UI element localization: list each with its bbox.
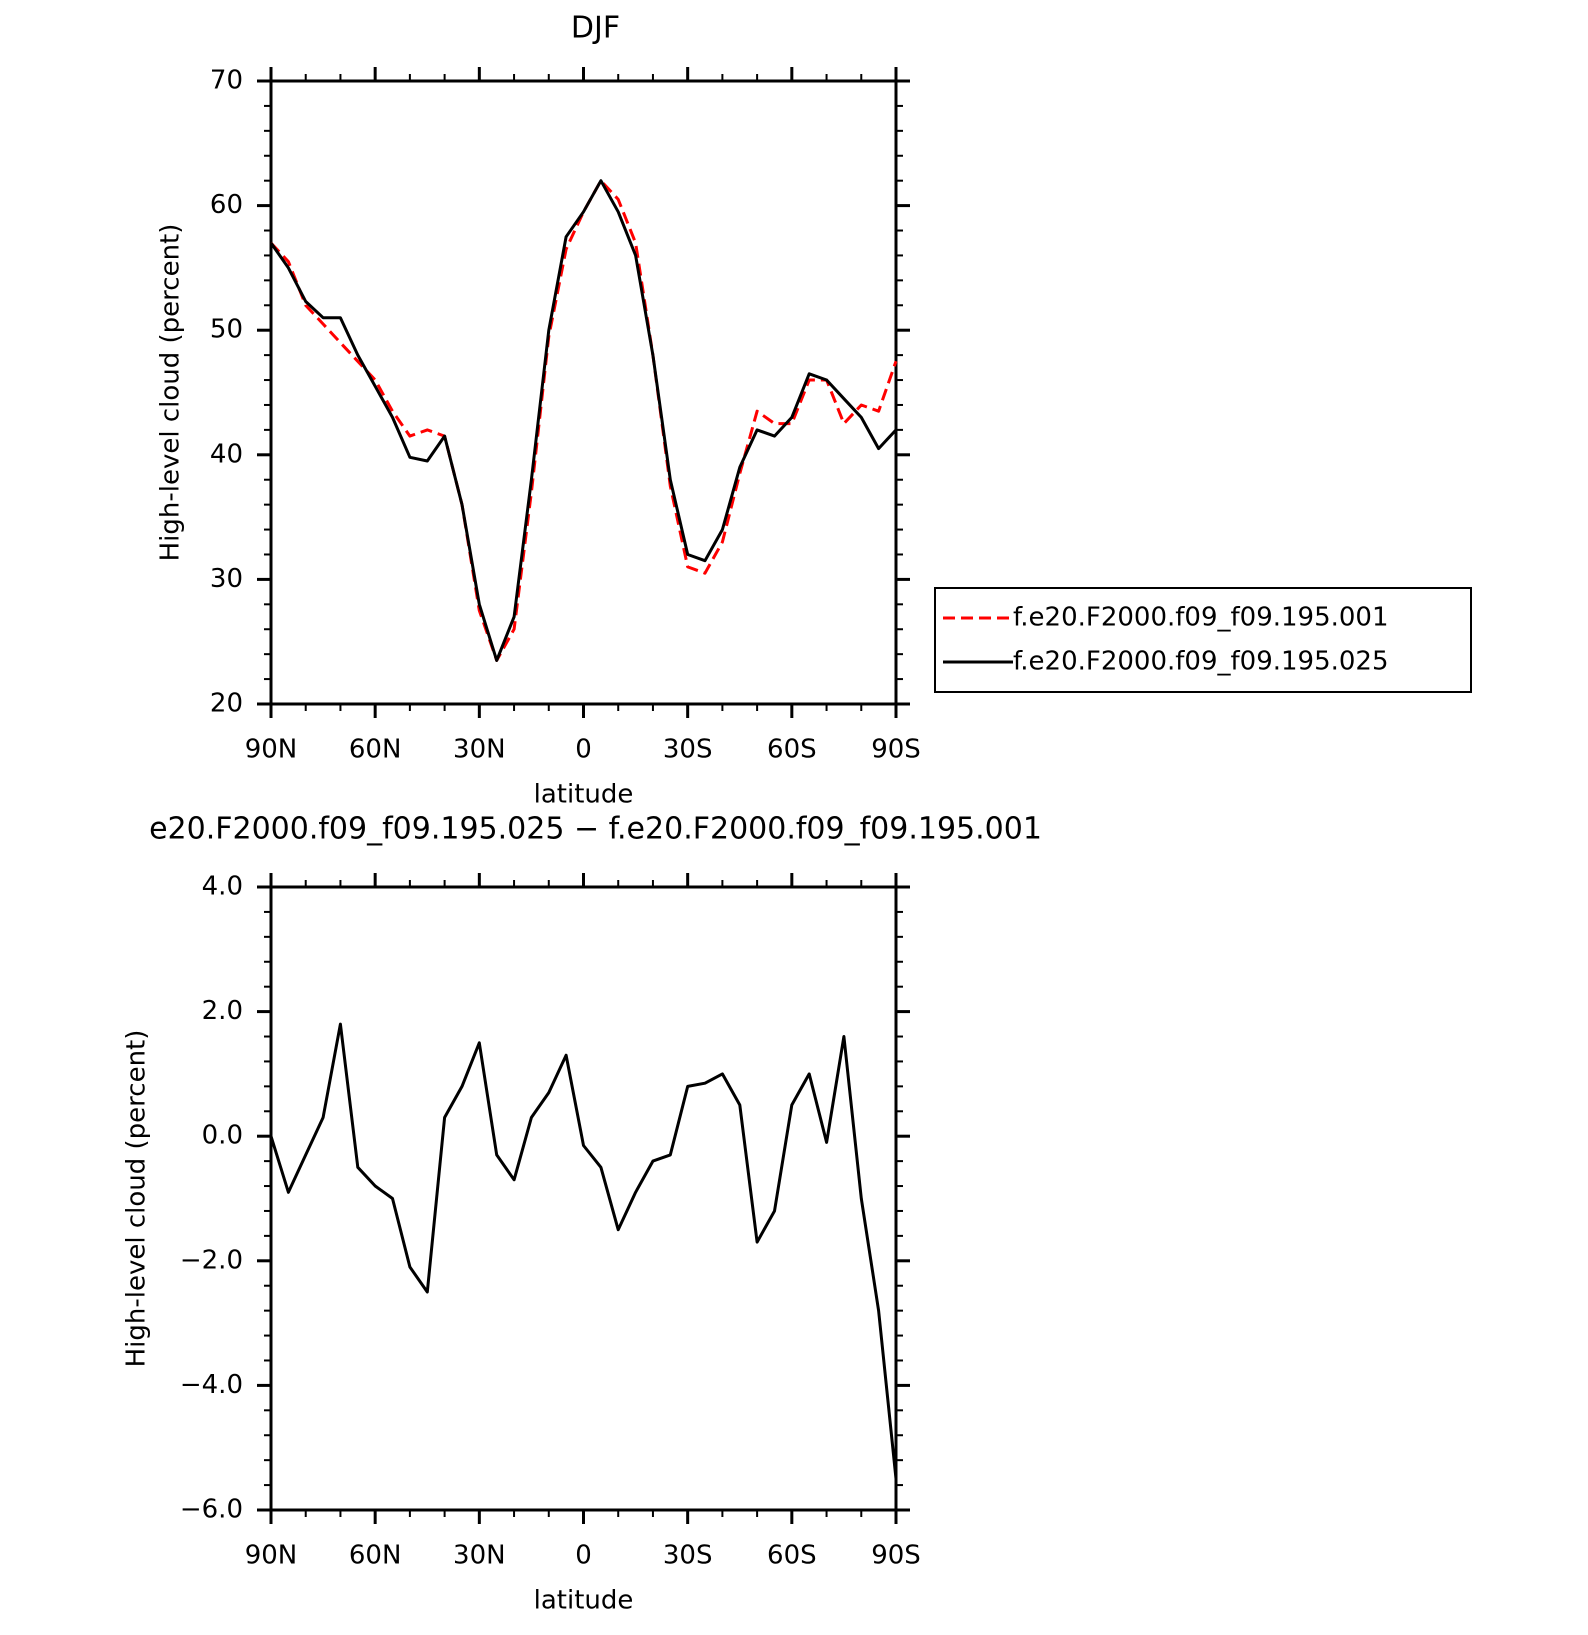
y-tick-label: −6.0: [180, 1495, 243, 1525]
x-tick-label: 60N: [349, 735, 402, 765]
x-tick-label: 30N: [453, 735, 506, 765]
x-tick-label: 60S: [767, 735, 817, 765]
x-axis-label: latitude: [534, 780, 634, 810]
x-tick-label: 60N: [349, 1541, 402, 1571]
x-axis-label: latitude: [534, 1586, 634, 1616]
y-tick-label: 0.0: [202, 1121, 243, 1151]
legend-box: [934, 587, 1472, 693]
y-tick-label: 2.0: [202, 996, 243, 1026]
x-tick-label: 90S: [871, 735, 921, 765]
x-tick-label: 30S: [663, 1541, 713, 1571]
x-tick-label: 90S: [871, 1541, 921, 1571]
x-tick-label: 0: [575, 735, 592, 765]
x-tick-label: 60S: [767, 1541, 817, 1571]
y-tick-label: −4.0: [180, 1370, 243, 1400]
data-line: [269, 1022, 898, 1479]
x-tick-label: 90N: [245, 1541, 298, 1571]
y-tick-label: 50: [210, 315, 243, 345]
y-tick-label: 60: [210, 190, 243, 220]
y-tick-label: 70: [210, 66, 243, 96]
chart-title: DJF: [571, 11, 620, 46]
x-tick-label: 90N: [245, 735, 298, 765]
legend-label: f.e20.F2000.f09_f09.195.025: [1013, 647, 1389, 677]
data-line: [269, 179, 898, 662]
chart-title: e20.F2000.f09_f09.195.025 − f.e20.F2000.…: [149, 812, 1042, 847]
y-tick-label: 30: [210, 564, 243, 594]
y-tick-label: 40: [210, 439, 243, 469]
x-tick-label: 30S: [663, 735, 713, 765]
x-tick-label: 30N: [453, 1541, 506, 1571]
y-tick-label: −2.0: [180, 1245, 243, 1275]
plot-frame: [269, 885, 898, 1512]
y-tick-label: 4.0: [202, 872, 243, 902]
y-axis-label: High-level cloud (percent): [122, 1030, 152, 1368]
y-axis-label: High-level cloud (percent): [156, 224, 186, 562]
y-tick-label: 20: [210, 689, 243, 719]
legend-label: f.e20.F2000.f09_f09.195.001: [1013, 603, 1389, 633]
x-tick-label: 0: [575, 1541, 592, 1571]
data-line: [269, 179, 898, 662]
